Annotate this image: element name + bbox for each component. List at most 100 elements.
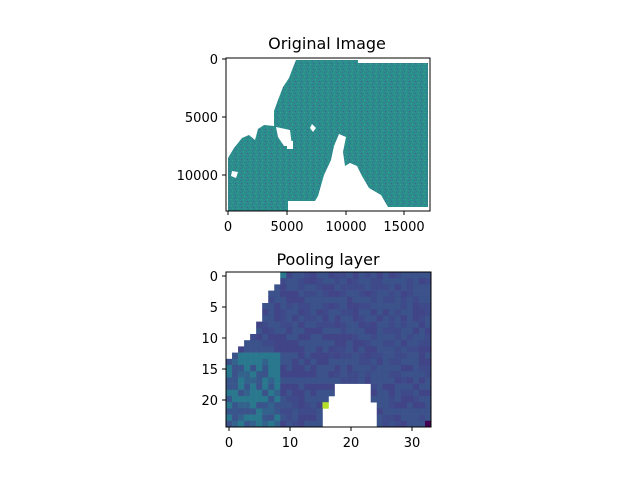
heatmap-cell — [280, 396, 287, 403]
heatmap-cell — [304, 290, 311, 298]
heatmap-cell — [226, 377, 233, 384]
heatmap-cell — [334, 365, 341, 372]
heatmap-cell — [256, 352, 263, 360]
heatmap-cell — [256, 402, 263, 409]
heatmap-cell — [280, 340, 287, 347]
x-tick-label: 30 — [404, 436, 421, 451]
heatmap-cell — [262, 389, 269, 397]
heatmap-cell — [340, 352, 347, 360]
heatmap-cell — [274, 365, 281, 372]
heatmap-cell — [412, 327, 420, 335]
heatmap-cell — [400, 371, 408, 378]
heatmap-cell — [424, 377, 432, 384]
heatmap-cell — [268, 334, 275, 341]
heatmap-cell — [346, 334, 353, 341]
heatmap-cell — [292, 420, 299, 428]
heatmap-cell — [268, 358, 275, 366]
heatmap-cell — [424, 321, 432, 329]
heatmap-cell — [382, 321, 390, 329]
heatmap-cell — [346, 327, 353, 335]
heatmap-cell — [244, 402, 251, 409]
heatmap-cell — [388, 371, 396, 378]
heatmap-cell — [304, 340, 311, 347]
heatmap-cell — [280, 284, 287, 291]
heatmap-cell — [334, 315, 341, 322]
heatmap-cell — [310, 365, 317, 372]
heatmap-cell — [316, 309, 323, 316]
heatmap-cell — [418, 278, 426, 285]
heatmap-cell — [244, 371, 251, 378]
heatmap-cell — [292, 290, 299, 298]
heatmap-cell — [292, 371, 299, 378]
heatmap-cell — [424, 346, 432, 353]
heatmap-cell — [232, 377, 239, 384]
heatmap-cell — [370, 340, 378, 347]
heatmap-cell — [292, 383, 299, 391]
heatmap-cell — [370, 352, 378, 360]
heatmap-cell — [298, 414, 305, 422]
heatmap-cell — [310, 327, 317, 335]
heatmap-cell — [226, 408, 233, 415]
heatmap-cell — [394, 296, 402, 304]
heatmap-cell — [400, 383, 408, 391]
heatmap-cell — [358, 377, 365, 384]
heatmap-cell — [418, 272, 426, 279]
heatmap-cell — [292, 321, 299, 329]
heatmap-cell — [358, 290, 365, 298]
heatmap-cell — [226, 383, 233, 391]
heatmap-cell — [298, 408, 305, 415]
heatmap-cell — [322, 309, 329, 316]
heatmap-cell — [352, 365, 359, 372]
heatmap-cell — [280, 408, 287, 415]
heatmap-cell — [316, 365, 323, 372]
heatmap-cell — [352, 278, 359, 285]
heatmap-cell — [274, 290, 281, 298]
heatmap-cell — [412, 408, 420, 415]
heatmap-cell — [358, 371, 365, 378]
heatmap-cell — [310, 383, 317, 391]
heatmap-cell — [328, 296, 335, 304]
heatmap-cell — [298, 278, 305, 285]
heatmap-cell — [298, 396, 305, 403]
heatmap-cell — [352, 296, 359, 304]
heatmap-cell — [382, 309, 390, 316]
heatmap-cell — [412, 303, 420, 310]
heatmap-cell — [298, 365, 305, 372]
heatmap-cell — [406, 321, 414, 329]
heatmap-cell — [268, 303, 275, 310]
heatmap-cell — [412, 383, 420, 391]
heatmap-cell — [400, 352, 408, 360]
heatmap-cell — [346, 352, 353, 360]
heatmap-cell — [304, 272, 311, 279]
heatmap-cell — [310, 420, 317, 428]
heatmap-cell — [304, 389, 311, 397]
original-image-raster — [228, 60, 428, 211]
heatmap-cell — [418, 334, 426, 341]
heatmap-cell — [382, 340, 390, 347]
heatmap-cell — [340, 340, 347, 347]
heatmap-cell — [412, 352, 420, 360]
heatmap-cell — [418, 383, 426, 391]
pooling-heatmap — [226, 272, 432, 428]
heatmap-cell — [328, 389, 335, 397]
heatmap-cell — [370, 284, 378, 291]
heatmap-cell — [412, 290, 420, 298]
heatmap-cell — [370, 272, 378, 279]
y-tick-label: 0 — [210, 270, 218, 285]
x-ticks-pooling: 0 10 20 30 — [225, 427, 420, 451]
heatmap-cell — [250, 352, 257, 360]
heatmap-cell — [268, 377, 275, 384]
heatmap-cell — [274, 408, 281, 415]
heatmap-cell — [424, 272, 432, 279]
heatmap-cell — [274, 296, 281, 304]
heatmap-cell — [316, 408, 323, 415]
heatmap-cell — [364, 346, 372, 353]
heatmap-cell — [364, 371, 372, 378]
heatmap-cell — [322, 389, 329, 397]
heatmap-cell — [412, 315, 420, 322]
heatmap-cell — [382, 296, 390, 304]
heatmap-cell — [250, 334, 257, 341]
y-ticks-pooling: 0 5 10 15 20 — [201, 270, 226, 409]
heatmap-cell — [238, 420, 245, 428]
